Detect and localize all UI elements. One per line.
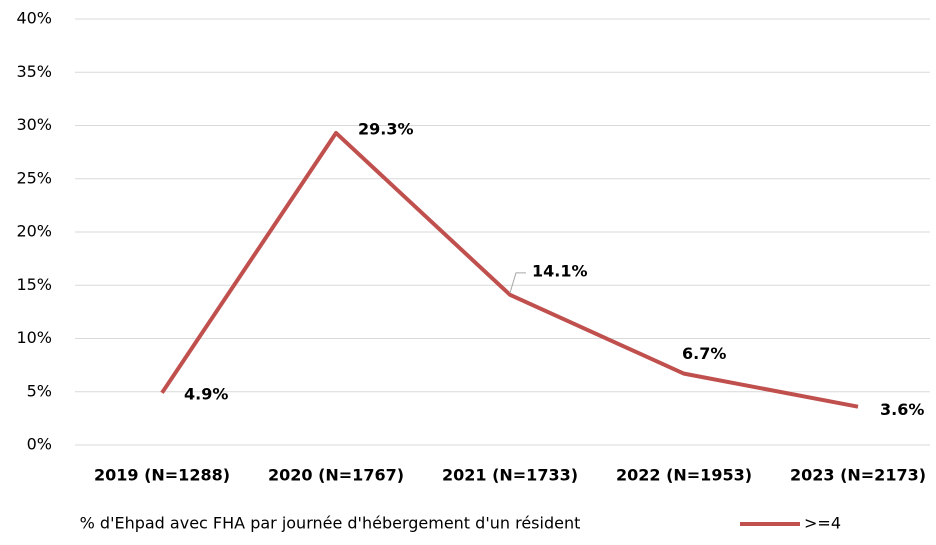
- y-tick-label: 25%: [16, 168, 52, 187]
- x-tick-label: 2019 (N=1288): [94, 466, 230, 485]
- y-tick-label: 30%: [16, 115, 52, 134]
- y-tick-label: 40%: [16, 9, 52, 28]
- line: [160, 130, 859, 409]
- x-tick-label: 2023 (N=2173): [790, 466, 926, 485]
- x-axis-label: % d'Ehpad avec FHA par journée d'héberge…: [80, 514, 581, 533]
- legend-label: >=4: [804, 514, 841, 533]
- y-tick-label: 10%: [16, 328, 52, 347]
- data-label: 4.9%: [184, 384, 228, 403]
- y-tick-label: 5%: [27, 381, 52, 400]
- y-tick-label: 35%: [16, 62, 52, 81]
- x-tick-label: 2021 (N=1733): [442, 466, 578, 485]
- data-label: 14.1%: [532, 261, 588, 280]
- y-tick-label: 20%: [16, 222, 52, 241]
- y-tick-label: 15%: [16, 275, 52, 294]
- x-tick-label: 2020 (N=1767): [268, 466, 404, 485]
- y-tick-label: 0%: [27, 435, 52, 454]
- leader-line: [509, 272, 526, 293]
- data-label: 6.7%: [682, 344, 726, 363]
- data-label: 3.6%: [880, 400, 924, 419]
- data-label: 29.3%: [358, 119, 414, 138]
- x-tick-label: 2022 (N=1953): [616, 466, 752, 485]
